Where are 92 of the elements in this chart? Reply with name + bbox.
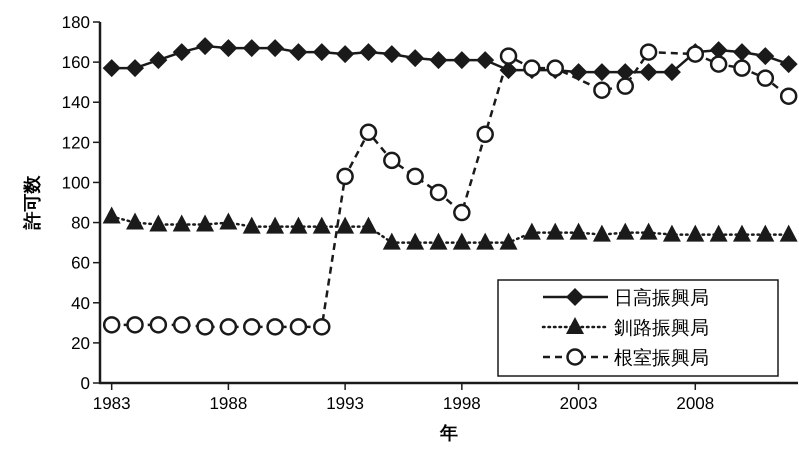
point xyxy=(522,222,541,240)
point xyxy=(756,69,774,87)
point xyxy=(732,43,751,62)
point xyxy=(149,51,168,70)
point xyxy=(592,63,611,82)
point xyxy=(196,37,214,56)
point xyxy=(476,232,494,250)
x-tick-label: 2003 xyxy=(560,394,598,413)
legend-label: 根室振興局 xyxy=(614,347,709,369)
point xyxy=(383,152,401,170)
point xyxy=(266,216,284,234)
point xyxy=(546,222,564,240)
point xyxy=(640,222,658,240)
x-tick-label: 2008 xyxy=(676,394,714,413)
point xyxy=(289,43,308,62)
point xyxy=(382,45,401,64)
y-tick-label: 180 xyxy=(62,13,90,32)
x-tick-label: 1993 xyxy=(326,394,364,413)
point xyxy=(476,126,494,144)
point xyxy=(289,216,308,234)
y-tick-label: 160 xyxy=(62,53,90,72)
point xyxy=(359,216,378,234)
point xyxy=(662,63,681,82)
y-tick-label: 140 xyxy=(62,93,90,112)
y-tick-label: 60 xyxy=(71,254,90,273)
point xyxy=(710,55,728,73)
point xyxy=(126,212,144,230)
point xyxy=(382,232,401,250)
point xyxy=(336,168,354,186)
point xyxy=(453,204,471,222)
point xyxy=(616,222,634,240)
point xyxy=(662,224,681,242)
point xyxy=(593,81,611,99)
point xyxy=(640,43,658,61)
point xyxy=(126,59,144,78)
point xyxy=(242,39,261,58)
point xyxy=(546,59,564,77)
point xyxy=(242,216,261,234)
point xyxy=(710,224,728,242)
point xyxy=(429,232,448,250)
x-tick-label: 1988 xyxy=(209,394,248,413)
point xyxy=(640,63,658,82)
point xyxy=(406,232,424,250)
point xyxy=(780,224,798,242)
point xyxy=(733,59,751,77)
point xyxy=(686,224,704,242)
legend-label: 日高振興局 xyxy=(614,287,709,309)
point xyxy=(780,87,798,105)
point xyxy=(312,43,331,62)
y-axis-title: 許可数 xyxy=(22,174,42,230)
point xyxy=(406,168,424,186)
point xyxy=(102,59,121,78)
point xyxy=(196,214,214,232)
point xyxy=(500,47,518,65)
point xyxy=(592,224,611,242)
point xyxy=(172,214,191,232)
point xyxy=(756,47,774,66)
legend-label: 釧路振興局 xyxy=(614,318,709,339)
point xyxy=(429,51,448,70)
point xyxy=(616,77,634,95)
point xyxy=(500,232,518,250)
point xyxy=(359,43,378,62)
point xyxy=(732,224,751,242)
point xyxy=(476,51,494,70)
y-tick-label: 100 xyxy=(62,173,90,192)
y-tick-label: 80 xyxy=(71,214,90,233)
y-tick-label: 40 xyxy=(71,294,90,313)
point xyxy=(149,214,168,232)
point xyxy=(336,216,354,234)
x-tick-label: 1998 xyxy=(442,394,481,413)
point xyxy=(570,63,588,82)
point xyxy=(406,49,424,68)
point xyxy=(219,39,238,58)
point xyxy=(452,232,471,250)
point xyxy=(756,224,774,242)
point xyxy=(523,59,541,77)
y-tick-label: 0 xyxy=(80,374,90,393)
x-axis-title: 年 xyxy=(439,423,458,443)
point xyxy=(266,39,284,58)
point xyxy=(780,55,798,74)
x-tick-label: 1983 xyxy=(92,394,131,413)
point xyxy=(312,216,331,234)
point xyxy=(452,51,471,70)
point xyxy=(219,212,238,230)
point xyxy=(336,45,354,64)
point xyxy=(102,206,121,224)
point xyxy=(570,222,588,240)
point xyxy=(172,43,191,62)
y-tick-label: 20 xyxy=(71,334,90,353)
y-tick-label: 120 xyxy=(62,133,90,152)
point xyxy=(430,184,448,202)
point xyxy=(360,124,378,142)
